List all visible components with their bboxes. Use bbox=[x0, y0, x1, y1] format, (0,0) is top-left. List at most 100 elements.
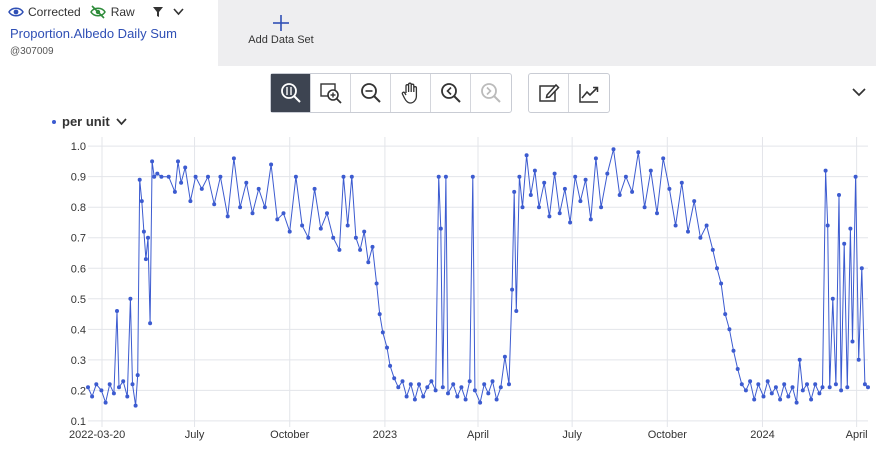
data-point[interactable] bbox=[370, 244, 375, 249]
edit-button[interactable] bbox=[529, 74, 569, 112]
data-point[interactable] bbox=[517, 174, 522, 179]
data-point[interactable] bbox=[778, 397, 783, 402]
data-point[interactable] bbox=[528, 193, 533, 197]
data-point[interactable] bbox=[139, 199, 144, 204]
data-point[interactable] bbox=[287, 229, 292, 234]
data-point[interactable] bbox=[842, 241, 847, 246]
data-point[interactable] bbox=[756, 382, 761, 387]
data-point[interactable] bbox=[275, 217, 280, 222]
data-point[interactable] bbox=[231, 156, 236, 161]
data-point[interactable] bbox=[735, 367, 740, 371]
data-point[interactable] bbox=[377, 312, 382, 317]
data-point[interactable] bbox=[588, 217, 593, 222]
data-point[interactable] bbox=[512, 189, 517, 194]
data-point[interactable] bbox=[433, 388, 438, 393]
data-point[interactable] bbox=[470, 174, 475, 179]
data-point[interactable] bbox=[752, 397, 757, 402]
data-point[interactable] bbox=[739, 382, 744, 387]
data-point[interactable] bbox=[86, 385, 90, 390]
data-point[interactable] bbox=[155, 171, 160, 176]
data-point[interactable] bbox=[459, 385, 464, 390]
data-point[interactable] bbox=[111, 391, 116, 396]
add-dataset-button[interactable]: Add Data Set bbox=[245, 14, 317, 46]
data-point[interactable] bbox=[825, 223, 830, 228]
data-point[interactable] bbox=[510, 287, 515, 292]
data-point[interactable] bbox=[331, 235, 336, 240]
data-point[interactable] bbox=[451, 382, 456, 387]
data-point[interactable] bbox=[568, 220, 573, 225]
data-point[interactable] bbox=[152, 174, 157, 179]
collapse-panel-button[interactable] bbox=[852, 84, 866, 102]
data-point[interactable] bbox=[133, 403, 138, 408]
data-point[interactable] bbox=[486, 391, 491, 396]
data-point[interactable] bbox=[542, 180, 547, 185]
timeseries-chart[interactable]: 0.1 0.2 0.3 0.4 0.5 0.6 0.7 0.8 0.9 1.0 2022-03-20… bbox=[0, 130, 876, 449]
data-point[interactable] bbox=[125, 394, 130, 399]
data-point[interactable] bbox=[337, 247, 342, 252]
data-point[interactable] bbox=[494, 397, 499, 402]
data-point[interactable] bbox=[830, 296, 835, 301]
data-point[interactable] bbox=[408, 382, 413, 387]
data-point[interactable] bbox=[547, 214, 552, 219]
data-point[interactable] bbox=[90, 394, 95, 399]
data-point[interactable] bbox=[281, 211, 286, 216]
data-point[interactable] bbox=[520, 205, 525, 210]
data-point[interactable] bbox=[429, 379, 434, 384]
data-point[interactable] bbox=[193, 174, 198, 179]
data-point[interactable] bbox=[269, 162, 274, 167]
data-point[interactable] bbox=[617, 193, 622, 197]
data-point[interactable] bbox=[573, 174, 578, 179]
data-point[interactable] bbox=[218, 174, 223, 179]
data-point[interactable] bbox=[502, 354, 507, 359]
zoom-back-button[interactable] bbox=[431, 74, 471, 112]
data-point[interactable] bbox=[605, 171, 610, 176]
data-point[interactable] bbox=[537, 205, 541, 210]
data-point[interactable] bbox=[244, 180, 249, 185]
data-point[interactable] bbox=[225, 214, 230, 219]
data-point[interactable] bbox=[593, 156, 598, 161]
data-point[interactable] bbox=[103, 400, 108, 405]
data-point[interactable] bbox=[443, 174, 448, 179]
data-point[interactable] bbox=[850, 339, 855, 344]
data-point[interactable] bbox=[532, 168, 537, 173]
data-point[interactable] bbox=[256, 186, 261, 191]
data-point[interactable] bbox=[179, 180, 184, 185]
data-point[interactable] bbox=[467, 379, 472, 384]
data-point[interactable] bbox=[817, 391, 822, 396]
data-point[interactable] bbox=[137, 177, 142, 182]
data-point[interactable] bbox=[306, 235, 311, 240]
data-point[interactable] bbox=[498, 385, 503, 390]
data-point[interactable] bbox=[820, 385, 825, 390]
data-point[interactable] bbox=[557, 211, 562, 216]
data-point[interactable] bbox=[686, 229, 690, 234]
data-point[interactable] bbox=[611, 147, 616, 152]
data-point[interactable] bbox=[661, 156, 666, 161]
data-point[interactable] bbox=[507, 382, 511, 387]
data-point[interactable] bbox=[859, 266, 864, 271]
data-point[interactable] bbox=[599, 205, 604, 210]
data-point[interactable] bbox=[143, 257, 148, 262]
data-point[interactable] bbox=[514, 309, 519, 313]
chevron-down-icon[interactable] bbox=[173, 8, 184, 16]
data-point[interactable] bbox=[786, 394, 791, 399]
data-point[interactable] bbox=[250, 211, 255, 216]
data-point[interactable] bbox=[482, 382, 487, 387]
data-point[interactable] bbox=[262, 205, 267, 210]
data-point[interactable] bbox=[374, 281, 379, 286]
data-point[interactable] bbox=[353, 235, 358, 240]
data-point[interactable] bbox=[121, 379, 126, 384]
data-point[interactable] bbox=[552, 171, 557, 176]
data-point[interactable] bbox=[761, 394, 766, 399]
data-point[interactable] bbox=[425, 385, 430, 390]
data-point[interactable] bbox=[148, 321, 153, 326]
data-point[interactable] bbox=[833, 382, 838, 387]
data-point[interactable] bbox=[440, 385, 445, 390]
data-point[interactable] bbox=[99, 388, 104, 393]
filter-icon[interactable] bbox=[152, 7, 163, 17]
data-point[interactable] bbox=[404, 394, 409, 399]
unit-selector[interactable]: per unit bbox=[52, 114, 127, 129]
data-point[interactable] bbox=[115, 309, 119, 313]
data-point[interactable] bbox=[837, 193, 841, 197]
data-point[interactable] bbox=[731, 348, 736, 353]
data-point[interactable] bbox=[853, 174, 858, 179]
